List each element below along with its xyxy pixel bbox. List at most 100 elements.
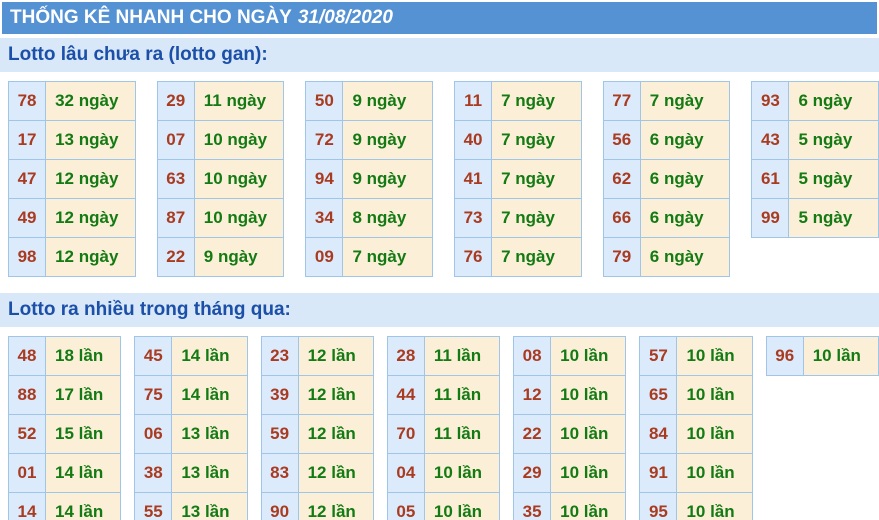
- lotto-number: 99: [751, 198, 790, 238]
- table-row: 22 9 ngày: [156, 237, 285, 277]
- lotto-count: 17 lần: [45, 375, 122, 415]
- lotto-count: 10 lần: [676, 336, 753, 376]
- lotto-count: 10 lần: [423, 453, 501, 493]
- lotto-number: 35: [513, 492, 552, 520]
- lotto-count: 6 ngày: [639, 159, 731, 199]
- lotto-number: 73: [454, 198, 493, 238]
- lotto-count: 10 lần: [802, 336, 879, 376]
- lotto-count: 10 lần: [676, 414, 753, 454]
- lotto-number: 01: [7, 453, 47, 493]
- table-row: 14 14 lần: [7, 492, 122, 520]
- lotto-number: 94: [305, 159, 344, 199]
- page-title-date: 31/08/2020: [297, 7, 393, 28]
- lotto-column-table: 45 14 lần 75 14 lần 06 13 lần 38 13 lần 55 13 lần: [134, 336, 248, 520]
- lotto-count: 10 lần: [550, 414, 627, 454]
- lotto-number: 98: [7, 237, 47, 277]
- lotto-column-table: 48 18 lần 88 17 lần 52 15 lần 01 14 lần 14 14 lần: [7, 336, 122, 520]
- lotto-number: 29: [156, 81, 195, 121]
- lotto-count: 7 ngày: [491, 159, 582, 199]
- table-row: 96 10 lần: [765, 336, 879, 376]
- lotto-number: 50: [305, 81, 344, 121]
- table-row: 73 7 ngày: [454, 198, 582, 238]
- table-row: 17 13 ngày: [7, 120, 136, 160]
- lotto-count: 18 lần: [45, 336, 122, 376]
- lotto-count: 14 lần: [45, 492, 122, 520]
- lotto-number: 91: [639, 453, 678, 493]
- lotto-number: 48: [7, 336, 47, 376]
- lotto-count: 6 ngày: [639, 120, 731, 160]
- lotto-number: 04: [386, 453, 425, 493]
- lotto-count: 9 ngày: [342, 81, 434, 121]
- lotto-number: 14: [7, 492, 47, 520]
- table-row: 90 12 lần: [260, 492, 374, 520]
- section-heading: Lotto lâu chưa ra (lotto gan):: [0, 38, 879, 72]
- table-row: 47 12 ngày: [7, 159, 136, 199]
- lotto-number: 65: [639, 375, 678, 415]
- lotto-count: 11 lần: [423, 375, 501, 415]
- lotto-count: 14 lần: [171, 336, 248, 376]
- table-row: 57 10 lần: [639, 336, 753, 376]
- lotto-count: 10 ngày: [193, 198, 285, 238]
- lotto-count: 6 ngày: [639, 237, 731, 277]
- lotto-count: 12 ngày: [45, 198, 136, 238]
- table-row: 95 10 lần: [639, 492, 753, 520]
- table-row: 56 6 ngày: [602, 120, 731, 160]
- lotto-number: 08: [513, 336, 552, 376]
- table-row: 70 11 lần: [386, 414, 501, 454]
- lotto-number: 11: [454, 81, 493, 121]
- table-row: 05 10 lần: [386, 492, 501, 520]
- lotto-number: 77: [602, 81, 641, 121]
- lotto-number: 22: [156, 237, 195, 277]
- table-row: 29 11 ngày: [156, 81, 285, 121]
- table-row: 99 5 ngày: [751, 198, 879, 238]
- lotto-number: 88: [7, 375, 47, 415]
- table-row: 62 6 ngày: [602, 159, 731, 199]
- lotto-count: 5 ngày: [788, 159, 879, 199]
- table-row: 43 5 ngày: [751, 120, 879, 160]
- lotto-number: 78: [7, 81, 47, 121]
- lotto-column-table: 96 10 lần: [765, 336, 879, 376]
- lotto-count: 7 ngày: [491, 120, 582, 160]
- lotto-count: 13 lần: [171, 492, 248, 520]
- lotto-count: 7 ngày: [342, 237, 434, 277]
- lotto-count: 10 lần: [676, 453, 753, 493]
- lotto-number: 40: [454, 120, 493, 160]
- table-row: 34 8 ngày: [305, 198, 434, 238]
- lotto-column-table: 50 9 ngày 72 9 ngày 94 9 ngày 34 8 ngày 09 7 ngày: [305, 81, 434, 277]
- table-row: 77 7 ngày: [602, 81, 731, 121]
- lotto-number: 63: [156, 159, 195, 199]
- lotto-count: 9 ngày: [342, 159, 434, 199]
- lotto-number: 79: [602, 237, 641, 277]
- lotto-count: 14 lần: [45, 453, 122, 493]
- lotto-number: 95: [639, 492, 678, 520]
- table-row: 52 15 lần: [7, 414, 122, 454]
- lotto-number: 45: [134, 336, 173, 376]
- lotto-count: 7 ngày: [491, 198, 582, 238]
- table-row: 38 13 lần: [134, 453, 248, 493]
- lotto-count: 12 lần: [297, 336, 374, 376]
- table-row: 84 10 lần: [639, 414, 753, 454]
- lotto-count: 6 ngày: [639, 198, 731, 238]
- lotto-column-table: 23 12 lần 39 12 lần 59 12 lần 83 12 lần 90 12 lần: [260, 336, 374, 520]
- lotto-column-table: 57 10 lần 65 10 lần 84 10 lần 91 10 lần 95 10 lần: [639, 336, 753, 520]
- table-row: 78 32 ngày: [7, 81, 136, 121]
- lotto-count: 12 lần: [297, 414, 374, 454]
- lotto-count: 7 ngày: [491, 237, 582, 277]
- lotto-number: 87: [156, 198, 195, 238]
- lotto-count: 11 ngày: [193, 81, 285, 121]
- lotto-count: 10 lần: [550, 375, 627, 415]
- table-row: 66 6 ngày: [602, 198, 731, 238]
- table-row: 04 10 lần: [386, 453, 501, 493]
- lotto-count: 15 lần: [45, 414, 122, 454]
- lotto-number: 29: [513, 453, 552, 493]
- lotto-number: 57: [639, 336, 678, 376]
- table-row: 79 6 ngày: [602, 237, 731, 277]
- lotto-count: 10 lần: [550, 336, 627, 376]
- table-row: 35 10 lần: [513, 492, 627, 520]
- lotto-number: 41: [454, 159, 493, 199]
- lotto-number: 17: [7, 120, 47, 160]
- table-row: 22 10 lần: [513, 414, 627, 454]
- lotto-number: 70: [386, 414, 425, 454]
- table-row: 83 12 lần: [260, 453, 374, 493]
- table-row: 55 13 lần: [134, 492, 248, 520]
